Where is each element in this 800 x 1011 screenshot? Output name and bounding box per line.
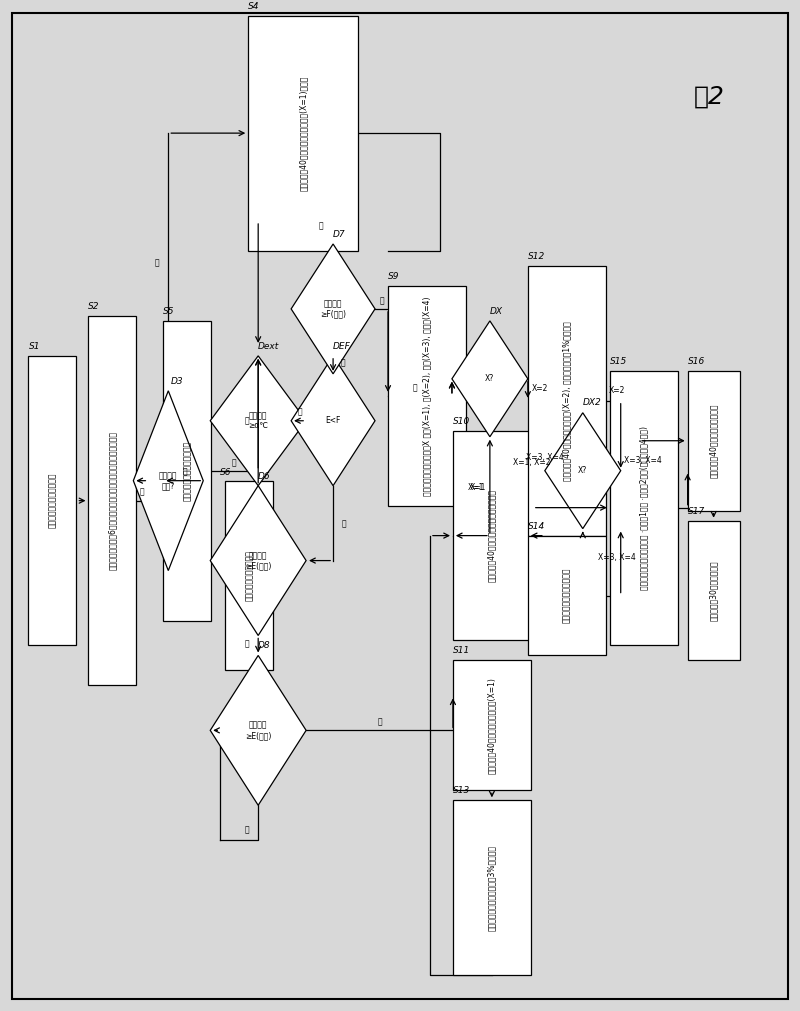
- Text: X=3, X=4: X=3, X=4: [598, 553, 635, 562]
- Polygon shape: [134, 391, 203, 570]
- FancyBboxPatch shape: [226, 480, 273, 670]
- Text: 否: 否: [245, 826, 250, 835]
- Text: 是: 是: [341, 358, 346, 367]
- Polygon shape: [210, 655, 306, 806]
- Text: S15: S15: [610, 357, 627, 366]
- Text: 制冷剂量
过少?: 制冷剂量 过少?: [159, 471, 178, 490]
- FancyBboxPatch shape: [688, 371, 739, 511]
- Text: D3: D3: [170, 377, 183, 386]
- Text: 输出制冷剂填充量判定值X 过少(X=1), 小(X=2), 适当(X=3), 过充充(X=4): 输出制冷剂填充量判定值X 过少(X=1), 小(X=2), 适当(X=3), 过…: [422, 296, 431, 495]
- FancyBboxPatch shape: [163, 320, 211, 621]
- Text: X=3, X=4: X=3, X=4: [526, 453, 564, 462]
- Text: 是: 是: [413, 383, 418, 392]
- FancyBboxPatch shape: [453, 660, 531, 791]
- Text: 否: 否: [318, 221, 323, 231]
- Text: X=1, X=2: X=1, X=2: [513, 458, 550, 467]
- Polygon shape: [291, 244, 375, 374]
- FancyBboxPatch shape: [248, 16, 358, 251]
- FancyBboxPatch shape: [388, 286, 466, 506]
- FancyBboxPatch shape: [528, 536, 606, 655]
- FancyBboxPatch shape: [688, 521, 739, 660]
- Text: X=3, X=4: X=3, X=4: [624, 456, 662, 465]
- Text: S17: S17: [688, 507, 705, 516]
- Text: E<F: E<F: [326, 417, 341, 426]
- Text: 填充所需最小限的制冷剂的3%的制冷剂: 填充所需最小限的制冷剂的3%的制冷剂: [487, 844, 496, 931]
- Text: 在显示装置40上显示制冷剂量过少(X=1): 在显示装置40上显示制冷剂量过少(X=1): [487, 677, 496, 773]
- Text: D7: D7: [333, 229, 346, 239]
- FancyBboxPatch shape: [29, 356, 77, 645]
- Polygon shape: [210, 485, 306, 636]
- Polygon shape: [291, 356, 375, 485]
- Text: 是: 是: [155, 259, 160, 268]
- Text: S10: S10: [453, 417, 470, 426]
- Text: 向控制装置30记录运转历史: 向控制装置30记录运转历史: [709, 560, 718, 621]
- Text: 图2: 图2: [694, 84, 725, 108]
- Text: DEF: DEF: [333, 342, 351, 351]
- Text: 在显示装置40上显示制冷剂量小(X=2), 填充制冷剂量的1%的制冷剂: 在显示装置40上显示制冷剂量小(X=2), 填充制冷剂量的1%的制冷剂: [562, 320, 571, 480]
- Text: S14: S14: [528, 522, 545, 531]
- Text: S1: S1: [29, 342, 40, 351]
- Polygon shape: [210, 356, 306, 485]
- Text: S16: S16: [688, 357, 705, 366]
- Text: X=1: X=1: [468, 483, 484, 492]
- Text: X?: X?: [486, 374, 494, 383]
- Text: 是: 是: [298, 407, 302, 417]
- Text: X=1: X=1: [470, 483, 486, 492]
- Text: S4: S4: [248, 2, 260, 11]
- FancyBboxPatch shape: [89, 315, 136, 685]
- Text: 否: 否: [183, 467, 187, 476]
- FancyBboxPatch shape: [610, 371, 678, 645]
- Text: Dext: Dext: [258, 342, 279, 351]
- Polygon shape: [452, 320, 528, 437]
- Text: X=2: X=2: [609, 386, 625, 395]
- Text: S12: S12: [528, 252, 545, 261]
- Text: 不追加制冷剂而继续运转: 不追加制冷剂而继续运转: [245, 550, 254, 601]
- Text: 在显示装置40上显示所需最小限的制冷剂量: 在显示装置40上显示所需最小限的制冷剂量: [487, 489, 496, 582]
- FancyBboxPatch shape: [453, 431, 531, 641]
- Text: S9: S9: [388, 272, 399, 281]
- Text: 外气温度
≥α℃: 外气温度 ≥α℃: [248, 411, 268, 431]
- Text: 运转时间
≥F(分钟): 运转时间 ≥F(分钟): [320, 299, 346, 318]
- Text: S5: S5: [163, 307, 175, 315]
- Text: S11: S11: [453, 646, 470, 655]
- Text: X=2: X=2: [532, 384, 548, 393]
- Text: S2: S2: [89, 302, 100, 311]
- FancyBboxPatch shape: [528, 266, 606, 536]
- Text: 在显示装置40上显示适当判定结果: 在显示装置40上显示适当判定结果: [709, 403, 718, 478]
- Text: 在显示装置40上显示制冷剂量为过少(X=1)的情况: 在显示装置40上显示制冷剂量为过少(X=1)的情况: [298, 76, 308, 191]
- Text: 是: 是: [380, 296, 384, 305]
- Text: 开始预先向储液器6填充了所需最小限的制冷剂的空调机的制热运转: 开始预先向储液器6填充了所需最小限的制冷剂的空调机的制热运转: [108, 431, 117, 570]
- Text: 是: 是: [140, 487, 145, 496]
- Text: DX: DX: [490, 307, 503, 315]
- Text: 否: 否: [342, 519, 346, 528]
- FancyBboxPatch shape: [453, 801, 531, 975]
- Text: X?: X?: [578, 466, 587, 475]
- Text: S6: S6: [220, 468, 232, 477]
- Text: 确定制冷剂填充量判定结果: 确定制冷剂填充量判定结果: [562, 568, 571, 624]
- Text: D6: D6: [258, 472, 271, 480]
- Text: DX2: DX2: [582, 397, 602, 406]
- Text: D8: D8: [258, 641, 271, 650]
- Text: S13: S13: [453, 787, 470, 796]
- Text: 是: 是: [378, 717, 382, 726]
- Text: 运转时间
≥E(分钟): 运转时间 ≥E(分钟): [245, 721, 271, 740]
- Text: 运转时间
≥E(分钟): 运转时间 ≥E(分钟): [245, 551, 271, 570]
- Text: 制冷剂填充量判定模式选择: 制冷剂填充量判定模式选择: [48, 473, 57, 529]
- Text: 是: 是: [232, 458, 237, 467]
- Text: 停止制冷剂填充量判定运转 ·压缩机1停止 ·四通阀2切换(减压电磁阀4全开): 停止制冷剂填充量判定运转 ·压缩机1停止 ·四通阀2切换(减压电磁阀4全开): [639, 427, 648, 590]
- Text: 否: 否: [245, 639, 250, 648]
- Text: 是: 是: [245, 417, 250, 426]
- Text: 不追加制冷剂而继续制热运转: 不追加制冷剂而继续制热运转: [182, 441, 192, 500]
- Polygon shape: [545, 412, 621, 529]
